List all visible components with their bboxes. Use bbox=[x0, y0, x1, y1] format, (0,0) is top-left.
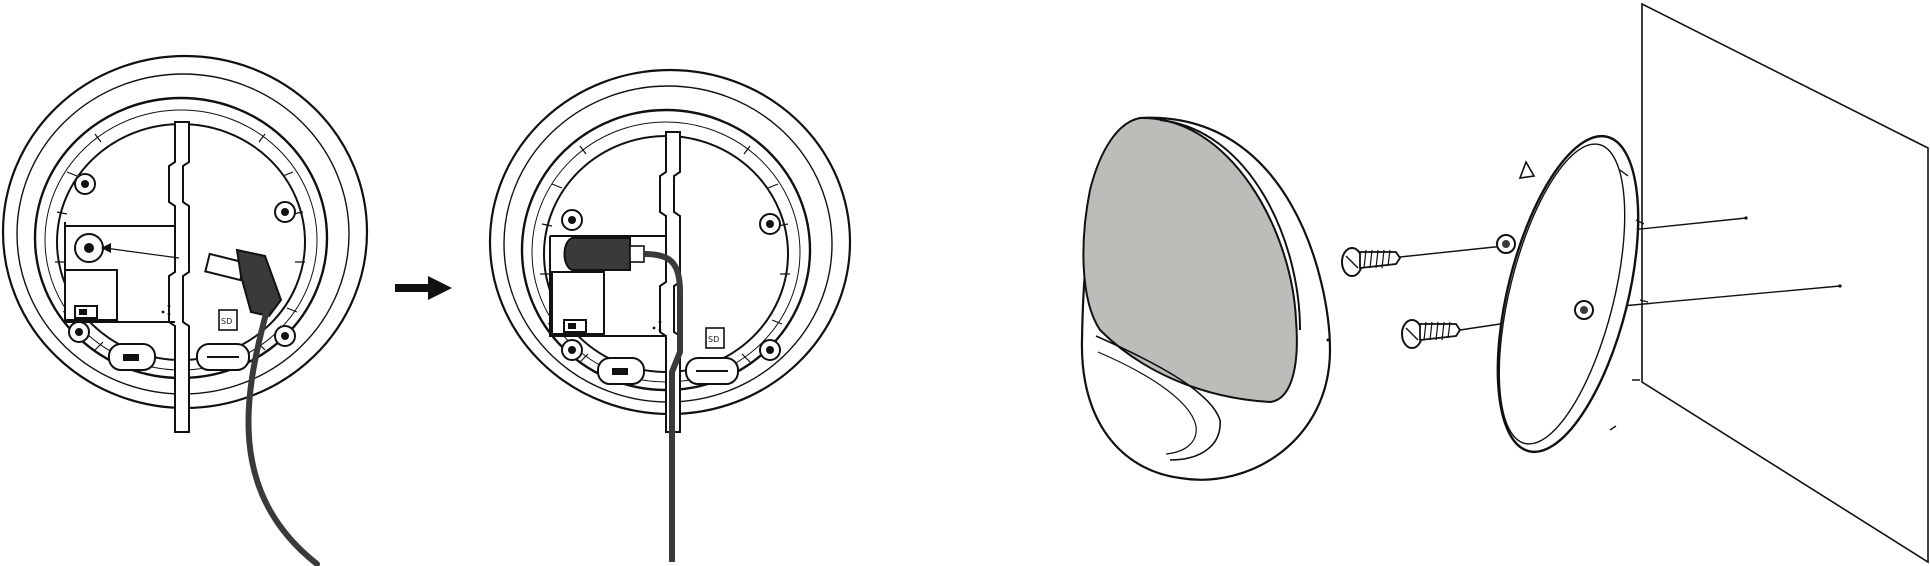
triangle-marker-icon bbox=[1518, 160, 1536, 179]
guide-arrow bbox=[101, 243, 111, 253]
step-3-panel bbox=[1080, 2, 1929, 564]
screw-boss-tr bbox=[274, 201, 296, 223]
step-1-panel: SD bbox=[1, 54, 369, 566]
dome-lower-curve bbox=[1095, 335, 1221, 461]
screw-boss-tl bbox=[74, 173, 96, 195]
mounting-plate bbox=[1496, 134, 1649, 454]
camera-dome bbox=[1080, 116, 1332, 481]
clip-right bbox=[685, 357, 739, 385]
sd-slot-label: SD bbox=[708, 335, 719, 344]
dome-edge-line bbox=[1159, 119, 1301, 331]
screw-boss-br bbox=[759, 339, 781, 361]
dc-jack bbox=[74, 233, 104, 263]
sd-slot: SD bbox=[705, 327, 725, 349]
indicator-dots bbox=[652, 320, 662, 332]
sd-slot: SD bbox=[218, 309, 238, 331]
screw-boss-tr bbox=[759, 213, 781, 235]
plug-icon bbox=[204, 248, 283, 318]
plate-screw-hole-bottom bbox=[1574, 300, 1594, 320]
sd-slot-label: SD bbox=[221, 317, 232, 326]
screw-boss-bl bbox=[561, 339, 583, 361]
indicator-dots bbox=[161, 304, 171, 316]
dome-dot bbox=[1326, 338, 1330, 342]
guide-line bbox=[104, 247, 180, 259]
plate-screw-hole-top bbox=[1496, 234, 1516, 254]
power-cable bbox=[643, 251, 683, 562]
wall-drill-mark-bottom bbox=[1838, 284, 1842, 288]
wall-drill-mark-top bbox=[1744, 216, 1748, 220]
power-cable bbox=[245, 307, 320, 566]
step-2-panel: SD bbox=[488, 68, 852, 562]
screw-icon bbox=[1341, 247, 1402, 277]
dome-lens bbox=[1082, 116, 1298, 404]
arrow-right-icon bbox=[395, 276, 452, 300]
wall-plane bbox=[1641, 2, 1929, 564]
screw-boss-bl bbox=[68, 321, 90, 343]
clip-left bbox=[597, 357, 645, 385]
switch-module bbox=[551, 271, 605, 335]
switch-module bbox=[64, 269, 118, 321]
screw-icon bbox=[1401, 319, 1462, 349]
clip-left bbox=[108, 343, 156, 371]
screw-boss-tl bbox=[561, 209, 583, 231]
ring-teeth bbox=[540, 145, 790, 363]
divider-bar bbox=[168, 121, 190, 433]
plug-icon bbox=[563, 237, 645, 271]
screw-boss-br bbox=[274, 325, 296, 347]
clip-right bbox=[196, 343, 250, 371]
